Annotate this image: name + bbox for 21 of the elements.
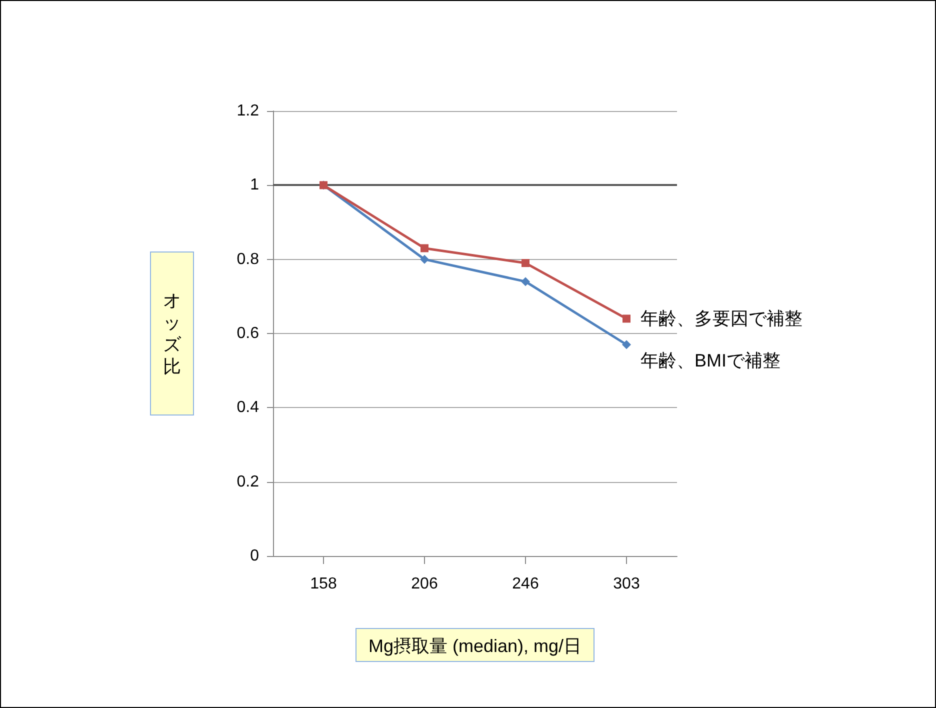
x-tick-label: 303	[613, 576, 640, 592]
y-tick-label: 0	[250, 548, 260, 564]
point	[522, 259, 530, 268]
point	[420, 244, 428, 252]
x-tick-label: 206	[411, 576, 438, 592]
y-tick-label: 0.6	[236, 325, 260, 342]
point	[622, 314, 630, 323]
x-axis-title: Mg摂取量 (median), mg/日	[368, 636, 582, 656]
point	[521, 277, 530, 286]
y-tick-label: 1	[250, 176, 260, 194]
series-label: 年齢、BMIで補整	[640, 350, 781, 371]
series-label: 年齢、多要因で補整	[640, 308, 802, 329]
point	[420, 254, 429, 264]
x-tick-label: 246	[512, 576, 539, 592]
y-tick-label: 1.2	[236, 102, 260, 120]
point	[622, 340, 631, 350]
y-tick-label: 0.8	[236, 250, 260, 268]
y-tick-label: 0.4	[236, 399, 260, 416]
y-tick-label: 0.2	[236, 473, 260, 490]
y-axis-title: オッズ比	[163, 290, 182, 376]
x-tick-label: 158	[310, 576, 337, 592]
